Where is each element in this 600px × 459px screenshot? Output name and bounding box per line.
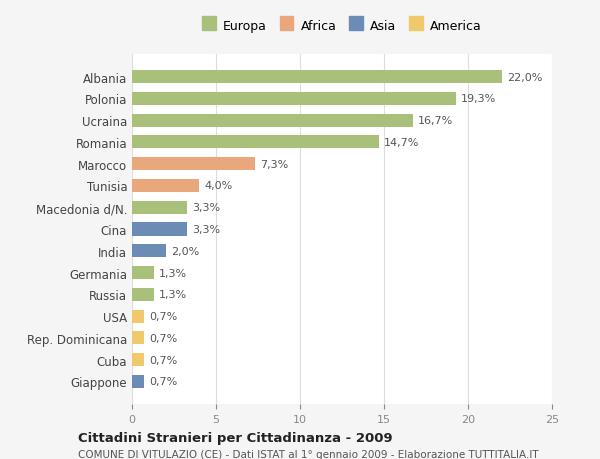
Bar xyxy=(132,93,456,106)
Bar xyxy=(132,310,144,323)
Text: COMUNE DI VITULAZIO (CE) - Dati ISTAT al 1° gennaio 2009 - Elaborazione TUTTITAL: COMUNE DI VITULAZIO (CE) - Dati ISTAT al… xyxy=(78,449,539,459)
Bar xyxy=(132,179,199,193)
Bar xyxy=(132,288,154,301)
Text: 0,7%: 0,7% xyxy=(149,333,177,343)
Text: 3,3%: 3,3% xyxy=(193,203,221,213)
Text: 0,7%: 0,7% xyxy=(149,355,177,365)
Text: 3,3%: 3,3% xyxy=(193,224,221,235)
Bar xyxy=(132,71,502,84)
Bar xyxy=(132,158,254,171)
Text: 2,0%: 2,0% xyxy=(170,246,199,256)
Bar xyxy=(132,136,379,149)
Text: 14,7%: 14,7% xyxy=(384,138,419,148)
Text: Cittadini Stranieri per Cittadinanza - 2009: Cittadini Stranieri per Cittadinanza - 2… xyxy=(78,431,392,444)
Text: 16,7%: 16,7% xyxy=(418,116,453,126)
Bar xyxy=(132,245,166,258)
Bar xyxy=(132,266,154,280)
Text: 7,3%: 7,3% xyxy=(260,159,288,169)
Bar xyxy=(132,201,187,214)
Bar xyxy=(132,353,144,366)
Bar xyxy=(132,375,144,388)
Bar xyxy=(132,223,187,236)
Text: 19,3%: 19,3% xyxy=(461,94,497,104)
Text: 1,3%: 1,3% xyxy=(159,290,187,300)
Text: 0,7%: 0,7% xyxy=(149,376,177,386)
Legend: Europa, Africa, Asia, America: Europa, Africa, Asia, America xyxy=(198,16,486,36)
Text: 22,0%: 22,0% xyxy=(506,73,542,83)
Bar xyxy=(132,114,413,128)
Text: 0,7%: 0,7% xyxy=(149,311,177,321)
Bar xyxy=(132,331,144,345)
Text: 1,3%: 1,3% xyxy=(159,268,187,278)
Text: 4,0%: 4,0% xyxy=(204,181,232,191)
